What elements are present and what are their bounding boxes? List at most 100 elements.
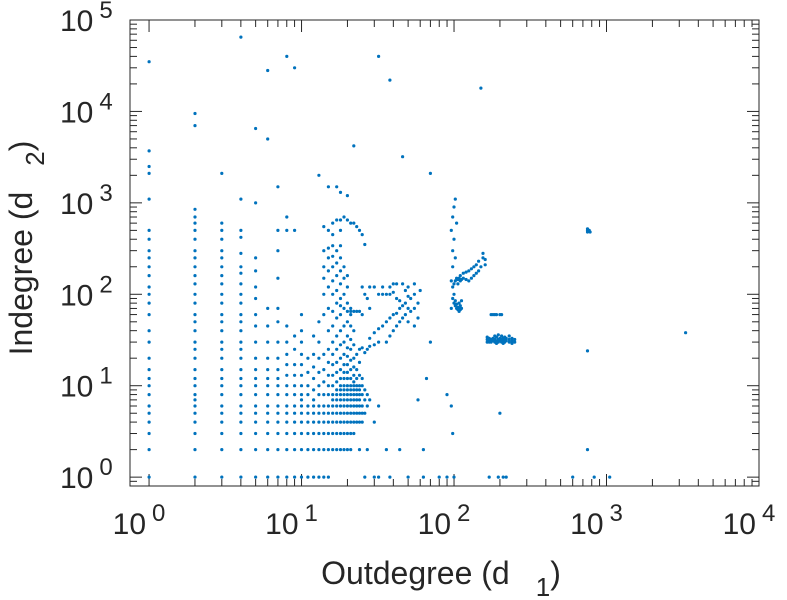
data-point [585, 448, 590, 452]
data-point [317, 411, 321, 415]
data-point [357, 384, 362, 388]
data-point [317, 356, 321, 360]
data-point [451, 296, 455, 301]
data-point [513, 340, 517, 344]
data-point [193, 320, 197, 324]
data-point [363, 351, 367, 355]
data-point [285, 340, 289, 344]
data-point [335, 404, 339, 408]
data-point [335, 334, 339, 338]
data-point [306, 448, 310, 452]
data-point [360, 393, 364, 397]
data-point [338, 393, 343, 397]
data-point [293, 475, 297, 479]
data-point [342, 411, 346, 415]
data-point [507, 334, 511, 338]
data-point [239, 329, 243, 333]
data-point [338, 448, 343, 452]
data-point [326, 228, 330, 232]
data-point [266, 137, 270, 141]
data-point [239, 404, 243, 408]
data-point [381, 285, 385, 289]
data-point [338, 376, 343, 381]
y-tick-label: 10 0 [60, 454, 113, 495]
data-point [357, 309, 362, 313]
data-point [326, 420, 330, 424]
data-point [312, 420, 316, 424]
data-point [331, 244, 335, 248]
data-point [285, 393, 289, 397]
data-point [474, 271, 478, 275]
data-point [254, 356, 258, 360]
data-point [342, 215, 346, 219]
data-point [220, 376, 224, 381]
data-point [355, 420, 359, 424]
data-point [317, 320, 321, 324]
data-point [412, 292, 416, 296]
data-point [453, 279, 457, 283]
data-point [193, 124, 197, 128]
data-point [513, 337, 517, 342]
data-point [395, 296, 399, 301]
data-point [322, 225, 326, 229]
data-point [388, 475, 392, 479]
data-point [342, 376, 346, 381]
data-point [331, 373, 335, 377]
data-point [456, 282, 460, 286]
data-point [285, 228, 289, 232]
data-point [276, 448, 280, 452]
data-point [220, 249, 224, 253]
data-point [335, 274, 339, 278]
x-axis-label-sub: 1 [536, 572, 550, 600]
data-point [352, 309, 356, 313]
data-point [285, 384, 289, 388]
data-point [467, 269, 471, 273]
data-point [365, 448, 369, 452]
data-point [239, 228, 243, 232]
data-point [335, 370, 339, 374]
data-point [349, 313, 353, 317]
data-point [239, 368, 243, 372]
data-point [357, 373, 362, 377]
data-point [317, 448, 321, 452]
data-point [360, 346, 364, 350]
data-point [331, 221, 335, 225]
data-point [193, 431, 197, 436]
data-point [451, 249, 455, 253]
data-point [403, 288, 407, 293]
data-point [254, 411, 258, 415]
data-point [377, 292, 381, 296]
data-point [345, 420, 349, 424]
data-point [384, 340, 388, 344]
data-point [335, 380, 339, 384]
data-point [285, 363, 289, 367]
data-point [424, 376, 429, 381]
data-point [220, 347, 224, 351]
data-point [381, 324, 385, 328]
data-point [306, 411, 310, 415]
data-point [193, 249, 197, 253]
data-point [193, 448, 197, 452]
data-point [363, 398, 367, 402]
data-point [193, 237, 197, 241]
data-point [299, 420, 304, 424]
data-point [317, 384, 321, 388]
data-point [312, 352, 316, 356]
data-point [349, 337, 353, 342]
data-point [147, 265, 151, 269]
data-point [349, 393, 353, 397]
data-point [338, 388, 343, 392]
data-point [338, 384, 343, 388]
data-point [193, 329, 197, 333]
data-point [416, 316, 420, 320]
data-point [352, 329, 356, 333]
data-point [360, 285, 364, 289]
data-point [322, 368, 326, 372]
data-point [349, 448, 353, 452]
data-point [585, 349, 590, 353]
data-point [461, 271, 465, 275]
data-point [338, 190, 343, 194]
data-point [293, 448, 297, 452]
data-point [453, 256, 457, 260]
data-point [395, 311, 399, 315]
